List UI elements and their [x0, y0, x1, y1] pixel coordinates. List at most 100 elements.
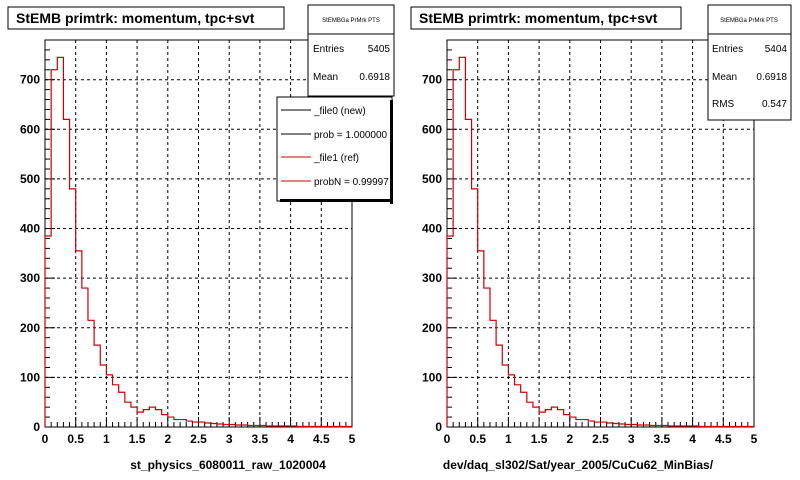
- stats-entries-label-right: Entries: [712, 44, 743, 55]
- stats-mean-label-left: Mean: [313, 72, 338, 83]
- x-tick-label-right: 2: [566, 432, 573, 446]
- x-tick-label-left: 3.5: [252, 432, 269, 446]
- y-tick-label-right: 600: [422, 122, 442, 136]
- histogram-bin-right: [453, 70, 459, 427]
- y-tick-label-left: 300: [20, 271, 40, 285]
- histogram-bin-left: [113, 385, 119, 427]
- y-tick-label-left: 0: [33, 420, 40, 434]
- histogram-bin-left: [51, 70, 57, 427]
- histogram-bin-right: [643, 425, 649, 427]
- legend-label-3: probN = 0.99997: [314, 177, 389, 188]
- legend-label-1: prob = 1.000000: [314, 130, 388, 141]
- histogram-bin-right: [539, 412, 545, 427]
- x-tick-label-right: 0.5: [469, 432, 486, 446]
- histogram-bin-left: [45, 236, 51, 427]
- histogram-bin-right: [631, 425, 637, 427]
- histogram-bin-right: [515, 385, 521, 427]
- histogram-bin-left: [266, 426, 272, 427]
- stats-rms-label-right: RMS: [712, 99, 735, 110]
- y-tick-label-left: 600: [20, 122, 40, 136]
- stats-entries-value-left: 5405: [368, 44, 391, 55]
- histogram-bin-left: [291, 426, 297, 427]
- histogram-bin-left: [143, 410, 149, 427]
- stats-box-left: StEMBGa PrMrk PTS Entries 5405 Mean 0.69…: [307, 4, 395, 97]
- histogram-bin-right: [693, 426, 699, 427]
- x-tick-label-right: 5: [751, 432, 758, 446]
- x-tick-label-right: 4: [689, 432, 696, 446]
- stats-mean-value-left: 0.6918: [359, 72, 390, 83]
- histogram-bin-left: [94, 345, 100, 427]
- panel-right: StEMB primtrk: momentum, tpc+svt 0 0.5 1 1.…: [410, 4, 792, 472]
- panel-left: StEMB primtrk: momentum, tpc+svt 0 0.5 1 1.…: [7, 4, 395, 472]
- histogram-bin-right: [459, 57, 465, 427]
- histogram-bin-left: [278, 426, 284, 427]
- histogram-bin-right: [533, 407, 539, 427]
- x-tick-label-right: 3: [628, 432, 635, 446]
- stats-mean-value-right: 0.6918: [756, 72, 787, 83]
- y-tick-label-right: 400: [422, 222, 442, 236]
- legend-label-0: _file0 (new): [313, 106, 366, 117]
- histogram-bin-right: [465, 119, 471, 427]
- y-tick-label-right: 0: [435, 420, 442, 434]
- histogram-bin-left: [82, 288, 88, 427]
- stats-entries-label-left: Entries: [313, 44, 344, 55]
- histogram-series-right: [446, 56, 755, 428]
- histogram-bin-left: [229, 425, 235, 427]
- histogram-bin-left: [100, 365, 106, 427]
- histogram-bin-right: [551, 407, 557, 427]
- histogram-bin-left: [76, 251, 82, 427]
- histogram-bin-right: [619, 424, 625, 427]
- x-tick-label-left: 2.5: [190, 432, 207, 446]
- histogram-bin-left: [174, 420, 180, 427]
- x-tick-label-right: 1.5: [531, 432, 548, 446]
- stats-rms-value-right: 0.547: [762, 99, 787, 110]
- histogram-bin-left: [272, 426, 278, 427]
- y-tick-label-left: 700: [20, 73, 40, 87]
- x-tick-label-right: 1: [505, 432, 512, 446]
- histogram-bin-left: [156, 410, 162, 427]
- histogram-bin-left: [192, 422, 198, 427]
- histogram-bin-left: [168, 417, 174, 427]
- histogram-bin-right: [594, 422, 600, 427]
- histogram-bin-right: [613, 424, 619, 427]
- histogram-bin-right: [588, 421, 594, 427]
- histogram-bin-right: [472, 189, 478, 427]
- x-tick-label-right: 4.5: [715, 432, 732, 446]
- histogram-bin-right: [496, 345, 502, 427]
- histogram-bin-right: [502, 365, 508, 427]
- histogram-bin-left: [211, 424, 217, 427]
- histogram-bin-right: [447, 236, 453, 427]
- stats-mean-label-right: Mean: [712, 72, 737, 83]
- x-tick-label-right: 3.5: [654, 432, 671, 446]
- histogram-bin-right: [637, 425, 643, 427]
- y-tick-label-left: 500: [20, 172, 40, 186]
- chart-title-left: StEMB primtrk: momentum, tpc+svt: [16, 10, 255, 26]
- y-tick-label-right: 100: [422, 370, 442, 384]
- x-tick-label-left: 5: [349, 432, 356, 446]
- histogram-bin-right: [478, 251, 484, 427]
- histogram-bin-right: [680, 426, 686, 427]
- histogram-bin-left: [131, 407, 137, 427]
- histogram-bin-left: [57, 57, 63, 427]
- histogram-bin-right: [625, 425, 631, 427]
- histogram-bin-left: [149, 407, 155, 427]
- x-tick-label-left: 2: [164, 432, 171, 446]
- histogram-bin-right: [686, 426, 692, 427]
- x-tick-label-left: 0.5: [67, 432, 84, 446]
- histogram-bin-left: [119, 392, 125, 427]
- x-axis-label-right: dev/daq_sl302/Sat/year_2005/CuCu62_MinBi…: [443, 458, 714, 472]
- legend-label-2: _file1 (ref): [313, 153, 359, 164]
- y-tick-label-right: 200: [422, 321, 442, 335]
- histogram-bin-right: [656, 426, 662, 427]
- histogram-bin-right: [601, 422, 607, 427]
- histogram-bin-left: [248, 426, 254, 427]
- y-tick-label-left: 400: [20, 222, 40, 236]
- histogram-bin-right: [521, 392, 527, 427]
- histogram-bin-left: [260, 426, 266, 427]
- histogram-bin-right: [674, 426, 680, 427]
- histogram-bin-left: [235, 425, 241, 427]
- histogram-bin-left: [125, 402, 131, 427]
- histogram-bin-left: [284, 426, 290, 427]
- histogram-bin-right: [570, 417, 576, 427]
- x-tick-label-left: 4.5: [313, 432, 330, 446]
